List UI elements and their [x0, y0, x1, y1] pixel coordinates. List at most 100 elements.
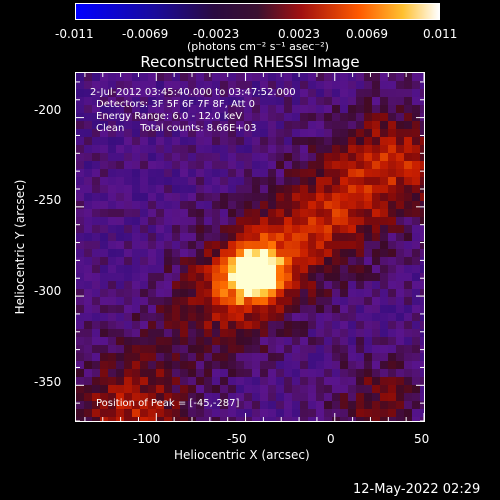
heatmap-cell: [284, 177, 292, 185]
heatmap-cell: [420, 81, 424, 89]
heatmap-cell: [196, 265, 204, 273]
heatmap-cell: [380, 225, 388, 233]
heatmap-cell: [252, 321, 260, 329]
heatmap-cell: [172, 393, 180, 401]
heatmap-cell: [388, 169, 396, 177]
heatmap-cell: [164, 121, 172, 129]
chart-title: Reconstructed RHESSI Image: [140, 53, 360, 71]
heatmap-cell: [420, 97, 424, 105]
heatmap-cell: [148, 81, 156, 89]
heatmap-cell: [276, 249, 284, 257]
heatmap-cell: [196, 385, 204, 393]
heatmap-cell: [196, 145, 204, 153]
heatmap-cell: [228, 89, 236, 97]
method-counts-annotation: Clean Total counts: 8.66E+03: [96, 123, 257, 134]
heatmap-cell: [268, 401, 276, 409]
heatmap-cell: [84, 249, 92, 257]
heatmap-cell: [420, 393, 424, 401]
heatmap-cell: [164, 385, 172, 393]
heatmap-cell: [124, 353, 132, 361]
heatmap-cell: [228, 81, 236, 89]
heatmap-cell: [412, 249, 420, 257]
heatmap-cell: [156, 257, 164, 265]
heatmap-cell: [364, 73, 372, 81]
heatmap-cell: [244, 233, 252, 241]
heatmap-cell: [148, 241, 156, 249]
heatmap-cell: [412, 89, 420, 97]
heatmap-cell: [108, 89, 116, 97]
heatmap-cell: [188, 361, 196, 369]
heatmap-cell: [76, 329, 84, 337]
heatmap-cell: [268, 225, 276, 233]
heatmap-cell: [84, 417, 92, 421]
heatmap-cell: [236, 353, 244, 361]
heatmap-cell: [300, 145, 308, 153]
heatmap-cell: [140, 401, 148, 409]
heatmap-cell: [412, 289, 420, 297]
heatmap-cell: [396, 137, 404, 145]
heatmap-cell: [300, 305, 308, 313]
heatmap-cell: [76, 337, 84, 345]
heatmap-cell: [348, 305, 356, 313]
heatmap-cell: [220, 73, 228, 81]
heatmap-cell: [108, 377, 116, 385]
heatmap-cell: [324, 273, 332, 281]
heatmap-cell: [92, 97, 100, 105]
heatmap-cell: [412, 369, 420, 377]
heatmap-cell: [300, 289, 308, 297]
detectors-annotation: Detectors: 3F 5F 6F 7F 8F, Att 0: [96, 99, 256, 110]
heatmap-cell: [252, 73, 260, 81]
heatmap-cell: [356, 345, 364, 353]
heatmap-cell: [356, 73, 364, 81]
heatmap-cell: [380, 89, 388, 97]
heatmap-cell: [380, 161, 388, 169]
heatmap-cell: [260, 321, 268, 329]
heatmap-cell: [356, 177, 364, 185]
heatmap-cell: [356, 361, 364, 369]
heatmap-cell: [260, 369, 268, 377]
heatmap-cell: [228, 353, 236, 361]
heatmap-cell: [356, 81, 364, 89]
heatmap-cell: [196, 105, 204, 113]
heatmap-cell: [132, 393, 140, 401]
heatmap-cell: [300, 209, 308, 217]
heatmap-cell: [308, 361, 316, 369]
heatmap-cell: [412, 281, 420, 289]
heatmap-cell: [188, 409, 196, 417]
heatmap-cell: [348, 369, 356, 377]
heatmap-cell: [212, 105, 220, 113]
heatmap-cell: [404, 385, 412, 393]
heatmap-cell: [332, 97, 340, 105]
heatmap-cell: [76, 129, 84, 137]
heatmap-cell: [276, 273, 284, 281]
heatmap-cell: [404, 273, 412, 281]
heatmap-cell: [260, 177, 268, 185]
heatmap-cell: [180, 121, 188, 129]
heatmap-cell: [380, 249, 388, 257]
heatmap-cell: [212, 377, 220, 385]
heatmap-cell: [172, 193, 180, 201]
heatmap-cell: [236, 369, 244, 377]
heatmap-cell: [236, 393, 244, 401]
heatmap-cell: [324, 97, 332, 105]
heatmap-cell: [356, 217, 364, 225]
heatmap-cell: [188, 121, 196, 129]
heatmap-cell: [292, 289, 300, 297]
heatmap-cell: [76, 353, 84, 361]
heatmap-cell: [252, 249, 260, 257]
heatmap-cell: [148, 89, 156, 97]
heatmap-cell: [172, 209, 180, 217]
heatmap-cell: [412, 193, 420, 201]
heatmap-cell: [180, 377, 188, 385]
heatmap-cell: [100, 81, 108, 89]
heatmap-cell: [204, 249, 212, 257]
heatmap-cell: [124, 257, 132, 265]
heatmap-cell: [260, 73, 268, 81]
heatmap-cell: [212, 401, 220, 409]
heatmap-cell: [356, 417, 364, 421]
heatmap-cell: [412, 137, 420, 145]
heatmap-cell: [124, 225, 132, 233]
heatmap-cell: [316, 385, 324, 393]
heatmap-cell: [380, 97, 388, 105]
heatmap-cell: [180, 73, 188, 81]
